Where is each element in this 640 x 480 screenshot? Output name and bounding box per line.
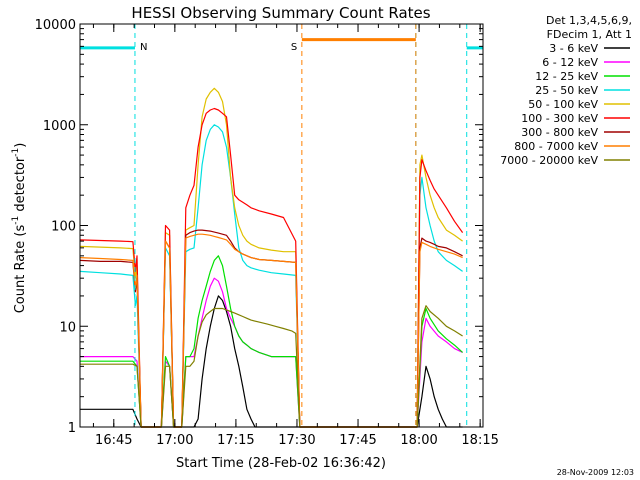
- y-tick-label: 100: [51, 220, 76, 235]
- legend-header-line-1: Det 1,3,4,5,6,9,: [546, 14, 632, 27]
- x-tick-label: 17:30: [278, 433, 315, 448]
- x-tick-label: 17:15: [217, 433, 254, 448]
- legend-label-3: 25 - 50 keV: [535, 84, 598, 97]
- chart-title: HESSI Observing Summary Count Rates: [131, 4, 430, 22]
- legend: Det 1,3,4,5,6,9, FDecim 1, Att 1 3 - 6 k…: [500, 14, 632, 167]
- y-tick-label: 1: [68, 421, 76, 436]
- y-axis-label-sup2: -1: [11, 148, 21, 157]
- y-axis-label-sup1: -1: [11, 216, 21, 225]
- legend-label-4: 50 - 100 keV: [528, 98, 598, 111]
- legend-label-7: 800 - 7000 keV: [514, 140, 598, 153]
- x-axis: 16:45 17:00 17:15 17:30 17:45 18:00 18:15: [92, 24, 499, 448]
- legend-label-2: 12 - 25 keV: [535, 70, 598, 83]
- x-tick-label: 16:45: [95, 433, 132, 448]
- series-line-8: [80, 305, 463, 428]
- y-axis-label-end: ): [13, 143, 28, 148]
- legend-header-line-2: FDecim 1, Att 1: [547, 28, 632, 41]
- y-axis-label: Count Rate (s-1 detector-1): [11, 143, 28, 314]
- y-axis-label-mid: detector: [13, 156, 28, 216]
- y-tick-label: 1000: [43, 119, 76, 134]
- y-tick-label: 10: [59, 320, 76, 335]
- legend-label-1: 6 - 12 keV: [542, 56, 598, 69]
- x-tick-label: 18:00: [400, 433, 437, 448]
- legend-label-0: 3 - 6 keV: [549, 42, 598, 55]
- y-tick-label: 10000: [35, 18, 76, 33]
- legend-label-5: 100 - 300 keV: [521, 112, 598, 125]
- legend-label-8: 7000 - 20000 keV: [500, 154, 598, 167]
- y-axis-label-main: Count Rate (s: [13, 225, 28, 314]
- marker-label-N: N: [140, 42, 147, 53]
- x-tick-label: 18:15: [461, 433, 498, 448]
- x-axis-label: Start Time (28-Feb-02 16:36:42): [176, 456, 386, 471]
- marker-label-S: S: [291, 42, 297, 53]
- legend-label-6: 300 - 800 keV: [521, 126, 598, 139]
- timestamp-annotation: 28-Nov-2009 12:03: [557, 468, 634, 477]
- x-tick-label: 17:00: [156, 433, 193, 448]
- y-axis: 1 10 100 1000 10000: [35, 18, 483, 436]
- x-tick-label: 17:45: [339, 433, 376, 448]
